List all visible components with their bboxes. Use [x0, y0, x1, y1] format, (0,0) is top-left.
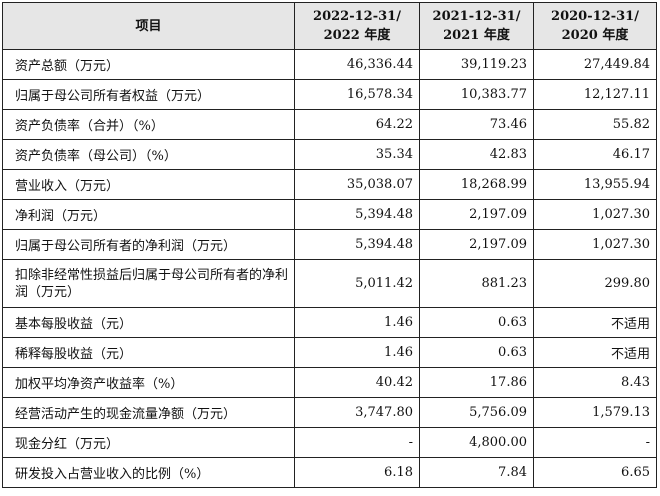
table-row: 研发投入占营业收入的比例（%） 6.18 7.84 6.65 — [2, 457, 657, 488]
cell-2021: 10,383.77 — [419, 79, 534, 110]
cell-2022: 35,038.07 — [294, 169, 420, 200]
cell-2020: 12,127.11 — [533, 79, 657, 110]
cell-2022: 40.42 — [294, 367, 420, 398]
table-row: 稀释每股收益（元） 1.46 0.63 不适用 — [2, 337, 657, 368]
cell-2021: 17.86 — [419, 367, 534, 398]
row-label: 资产负债率（母公司）（%） — [2, 139, 295, 170]
row-label: 研发投入占营业收入的比例（%） — [2, 457, 295, 488]
row-label: 经营活动产生的现金流量净额（万元） — [2, 397, 295, 428]
cell-2020: 1,027.30 — [533, 229, 657, 260]
header-col-2020: 2020-12-31/2020 年度 — [533, 2, 657, 50]
header-row: 项目 2022-12-31/2022 年度 2021-12-31/2021 年度… — [2, 2, 657, 50]
cell-2020: 13,955.94 — [533, 169, 657, 200]
table-row: 经营活动产生的现金流量净额（万元） 3,747.80 5,756.09 1,57… — [2, 397, 657, 428]
header-item-label: 项目 — [135, 18, 162, 34]
row-label: 加权平均净资产收益率（%） — [2, 367, 295, 398]
cell-2020: 不适用 — [533, 307, 657, 338]
header-2020-date: 2020-12-31/ — [551, 9, 639, 24]
cell-2022: 46,336.44 — [294, 49, 420, 80]
row-label: 资产总额（万元） — [2, 49, 295, 80]
cell-2020: 不适用 — [533, 337, 657, 368]
row-label: 归属于母公司所有者的净利润（万元） — [2, 229, 295, 260]
cell-2022: 5,394.48 — [294, 229, 420, 260]
header-col-2022: 2022-12-31/2022 年度 — [294, 2, 420, 50]
table-row: 加权平均净资产收益率（%） 40.42 17.86 8.43 — [2, 367, 657, 398]
row-label: 基本每股收益（元） — [2, 307, 295, 338]
cell-2021: 18,268.99 — [419, 169, 534, 200]
cell-2021: 2,197.09 — [419, 229, 534, 260]
cell-2021: 5,756.09 — [419, 397, 534, 428]
header-2022-date: 2022-12-31/ — [313, 9, 401, 24]
table-row: 资产总额（万元） 46,336.44 39,119.23 27,449.84 — [2, 49, 657, 80]
financial-table: 项目 2022-12-31/2022 年度 2021-12-31/2021 年度… — [2, 2, 657, 488]
cell-2020: 299.80 — [533, 259, 657, 308]
row-label: 现金分红（万元） — [2, 427, 295, 458]
table-row: 扣除非经常性损益后归属于母公司所有者的净利润（万元） 5,011.42 881.… — [2, 259, 657, 308]
header-item: 项目 — [2, 2, 295, 50]
cell-2020: 27,449.84 — [533, 49, 657, 80]
header-2020-year: 2020 年度 — [561, 28, 629, 43]
row-label: 资产负债率（合并）（%） — [2, 109, 295, 140]
cell-2020: - — [533, 427, 657, 458]
cell-2022: 1.46 — [294, 337, 420, 368]
row-label: 营业收入（万元） — [2, 169, 295, 200]
row-label: 归属于母公司所有者权益（万元） — [2, 79, 295, 110]
table-row: 净利润（万元） 5,394.48 2,197.09 1,027.30 — [2, 199, 657, 230]
table-row: 资产负债率（母公司）（%） 35.34 42.83 46.17 — [2, 139, 657, 170]
table-row: 归属于母公司所有者权益（万元） 16,578.34 10,383.77 12,1… — [2, 79, 657, 110]
cell-2020: 1,027.30 — [533, 199, 657, 230]
header-2021-year: 2021 年度 — [443, 28, 510, 43]
cell-2021: 2,197.09 — [419, 199, 534, 230]
cell-2020: 1,579.13 — [533, 397, 657, 428]
cell-2021: 881.23 — [419, 259, 534, 308]
table-row: 营业收入（万元） 35,038.07 18,268.99 13,955.94 — [2, 169, 657, 200]
header-2022-year: 2022 年度 — [323, 28, 391, 43]
cell-2022: 16,578.34 — [294, 79, 420, 110]
table-row: 归属于母公司所有者的净利润（万元） 5,394.48 2,197.09 1,02… — [2, 229, 657, 260]
cell-2020: 46.17 — [533, 139, 657, 170]
header-2021-date: 2021-12-31/ — [432, 9, 521, 24]
cell-2021: 73.46 — [419, 109, 534, 140]
cell-2022: - — [294, 427, 420, 458]
cell-2022: 35.34 — [294, 139, 420, 170]
cell-2021: 39,119.23 — [419, 49, 534, 80]
cell-2021: 0.63 — [419, 307, 534, 338]
cell-2022: 3,747.80 — [294, 397, 420, 428]
table-row: 资产负债率（合并）（%） 64.22 73.46 55.82 — [2, 109, 657, 140]
table-row: 现金分红（万元） - 4,800.00 - — [2, 427, 657, 458]
header-col-2021: 2021-12-31/2021 年度 — [419, 2, 534, 50]
cell-2022: 1.46 — [294, 307, 420, 338]
row-label: 稀释每股收益（元） — [2, 337, 295, 368]
cell-2021: 4,800.00 — [419, 427, 534, 458]
cell-2020: 8.43 — [533, 367, 657, 398]
cell-2021: 0.63 — [419, 337, 534, 368]
cell-2020: 55.82 — [533, 109, 657, 140]
cell-2022: 6.18 — [294, 457, 420, 488]
row-label: 净利润（万元） — [2, 199, 295, 230]
table-row: 基本每股收益（元） 1.46 0.63 不适用 — [2, 307, 657, 338]
cell-2022: 5,394.48 — [294, 199, 420, 230]
cell-2020: 6.65 — [533, 457, 657, 488]
cell-2021: 7.84 — [419, 457, 534, 488]
cell-2022: 64.22 — [294, 109, 420, 140]
row-label: 扣除非经常性损益后归属于母公司所有者的净利润（万元） — [2, 259, 295, 308]
cell-2022: 5,011.42 — [294, 259, 420, 308]
cell-2021: 42.83 — [419, 139, 534, 170]
